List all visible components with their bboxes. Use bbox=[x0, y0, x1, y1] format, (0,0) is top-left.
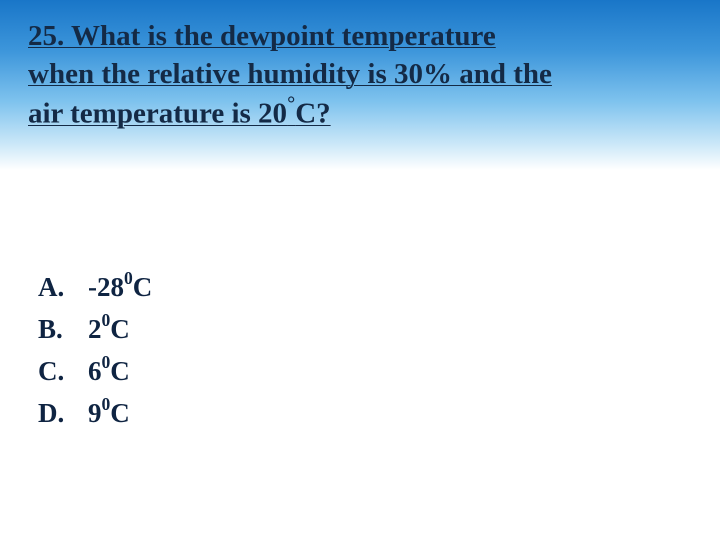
answer-letter-b: B. bbox=[38, 314, 88, 345]
answer-row-d: D. 90C bbox=[38, 396, 152, 429]
degree-zero-icon: 0 bbox=[124, 268, 133, 288]
question-unit: C? bbox=[295, 98, 330, 130]
answer-value-d: 90C bbox=[88, 396, 130, 429]
answer-value-c: 60C bbox=[88, 354, 130, 387]
answer-row-c: C. 60C bbox=[38, 354, 152, 387]
answer-row-a: A. -280C bbox=[38, 270, 152, 303]
degree-zero-icon: 0 bbox=[102, 352, 111, 372]
degree-zero-icon: 0 bbox=[102, 310, 111, 330]
question-line3: air temperature is 20 bbox=[28, 98, 287, 130]
degree-zero-icon: 0 bbox=[102, 394, 111, 414]
question-line2: when the relative humidity is 30% and th… bbox=[28, 58, 552, 90]
answer-value-a: -280C bbox=[88, 270, 152, 303]
answer-letter-c: C. bbox=[38, 356, 88, 387]
answer-row-b: B. 20C bbox=[38, 312, 152, 345]
answers-container: A. -280C B. 20C C. 60C D. 90C bbox=[38, 270, 152, 438]
question-text: 25. What is the dewpoint temperature whe… bbox=[28, 18, 692, 134]
degree-symbol: ° bbox=[287, 93, 295, 115]
answer-letter-a: A. bbox=[38, 272, 88, 303]
question-line1: 25. What is the dewpoint temperature bbox=[28, 20, 496, 52]
answer-letter-d: D. bbox=[38, 398, 88, 429]
answer-value-b: 20C bbox=[88, 312, 130, 345]
question-container: 25. What is the dewpoint temperature whe… bbox=[0, 0, 720, 134]
